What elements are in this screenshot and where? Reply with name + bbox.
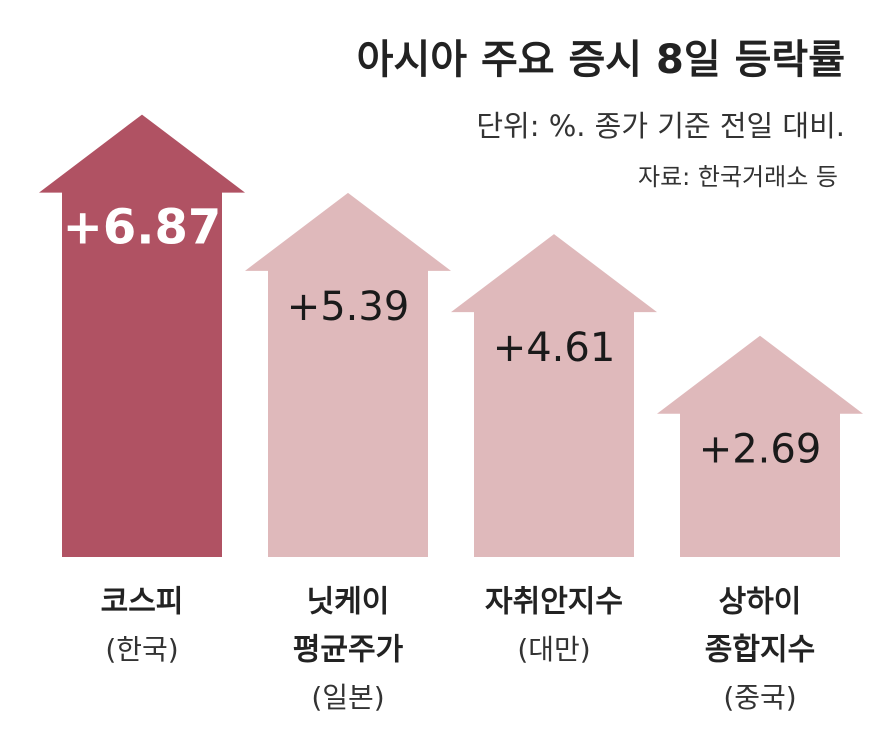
- category-label: 종합지수: [705, 633, 815, 668]
- arrow-bar: [657, 335, 863, 557]
- category-note: (일본): [311, 681, 384, 714]
- arrow-bar: [451, 234, 657, 558]
- category-label: 자취안지수: [485, 585, 623, 620]
- value-label: +5.39: [287, 284, 410, 330]
- source-note: 자료: 한국거래소 등: [638, 163, 838, 191]
- category-note: (대만): [517, 633, 590, 666]
- category-label: 닛케이: [307, 585, 390, 620]
- chart-title: 아시아 주요 증시 8일 등락률: [357, 37, 845, 83]
- category-label: 평균주가: [293, 633, 404, 668]
- category-label: 상하이: [719, 585, 802, 620]
- arrow-bar: [39, 114, 245, 558]
- category-label: 코스피: [101, 585, 184, 620]
- value-label: +4.61: [493, 325, 616, 371]
- value-label: +2.69: [699, 427, 822, 473]
- category-note: (한국): [105, 633, 178, 666]
- category-note: (중국): [723, 681, 796, 714]
- value-label: +6.87: [63, 200, 222, 256]
- chart-subtitle: 단위: %. 종가 기준 전일 대비.: [476, 109, 845, 143]
- arrow-bar: [245, 192, 451, 557]
